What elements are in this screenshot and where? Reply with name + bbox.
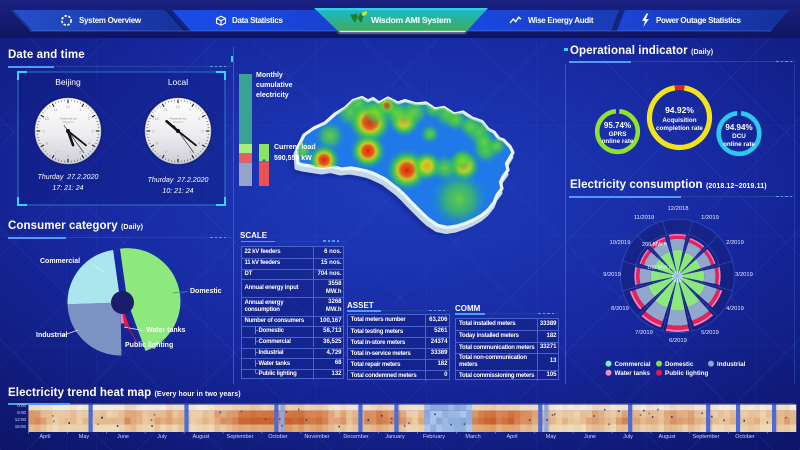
svg-text:9: 9 <box>42 128 45 133</box>
svg-text:Powered by: Powered by <box>170 117 187 121</box>
svg-text:11: 11 <box>54 107 59 112</box>
svg-text:5: 5 <box>189 150 192 155</box>
svg-text:8: 8 <box>46 141 49 146</box>
svg-text:7: 7 <box>55 150 58 155</box>
svg-text:9: 9 <box>152 128 155 133</box>
svg-text:12: 12 <box>176 104 181 109</box>
svg-text:Wisdom: Wisdom <box>63 120 74 124</box>
svg-text:6: 6 <box>177 153 180 158</box>
svg-text:7: 7 <box>165 150 168 155</box>
svg-text:1: 1 <box>189 107 192 112</box>
svg-text:12: 12 <box>66 104 71 109</box>
svg-text:4: 4 <box>198 141 201 146</box>
svg-text:10: 10 <box>45 116 50 121</box>
svg-text:2: 2 <box>198 116 201 121</box>
svg-text:4: 4 <box>88 141 91 146</box>
svg-text:8: 8 <box>156 141 159 146</box>
svg-text:11: 11 <box>164 107 169 112</box>
svg-text:3: 3 <box>91 128 94 133</box>
svg-text:10: 10 <box>155 116 160 121</box>
svg-text:Powered by: Powered by <box>60 117 77 121</box>
svg-text:2: 2 <box>88 116 91 121</box>
svg-text:5: 5 <box>79 150 82 155</box>
svg-text:Wisdom: Wisdom <box>173 120 184 124</box>
svg-text:6: 6 <box>67 153 70 158</box>
svg-text:1: 1 <box>79 107 82 112</box>
svg-text:3: 3 <box>201 128 204 133</box>
